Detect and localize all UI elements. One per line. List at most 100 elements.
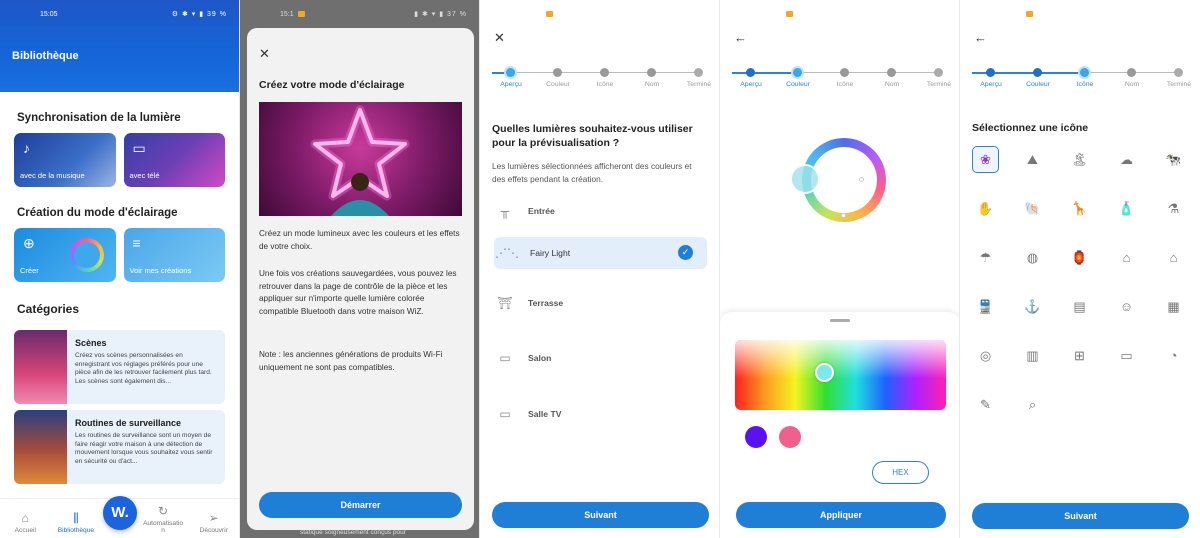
list-icon: ≡ [132,235,141,251]
stepper: Aperçu Couleur Icône Nom Terminé [732,64,951,94]
hex-button[interactable]: HEX [872,461,929,484]
tv-icon: ▭ [132,140,146,156]
intro-modal: ✕ Créez votre mode d'éclairage Créez un … [247,28,474,530]
nav-discover[interactable]: ➢ Découvrir [192,511,236,534]
color-wheel[interactable] [802,138,886,222]
island-icon[interactable]: 🏝 [1071,151,1088,167]
color-ring-icon [69,238,104,272]
step-done: Terminé [687,67,711,88]
train-icon[interactable]: 🚆 [977,298,994,314]
room-terrasse[interactable]: ⛩ Terrasse [492,288,707,318]
step-done: Terminé [927,67,951,88]
fireplace-icon[interactable]: ▦ [1167,298,1180,314]
library-icon: ⫼ [73,511,79,525]
category-card-scenes[interactable]: Scènes Créez vos scènes personnalisées e… [14,330,225,404]
background-text: statique soigneusement conçus pour [300,529,406,536]
field-icon[interactable]: ⊞ [1074,347,1085,363]
category-desc: Les routines de surveillance sont un moy… [75,432,213,465]
status-icons: ▮ ✱ ▾ ▮ 37 % [414,11,467,18]
status-time: 15:1 [280,10,294,18]
close-icon[interactable]: ✕ [494,30,505,45]
compass-icon: ➢ [208,511,219,525]
back-arrow-icon[interactable]: ← [734,30,747,45]
room-salle-tv[interactable]: ▭ Salle TV [492,399,707,429]
stepper: Aperçu Couleur Icône Nom Terminé [972,64,1191,94]
categories-title: Catégories [17,302,80,316]
cow-icon[interactable]: 🐄 [1165,151,1182,167]
shell-icon[interactable]: 🐚 [1024,200,1041,216]
hand-drop-icon[interactable]: ☂ [979,249,992,265]
ghost-icon[interactable]: ☺ [1119,299,1134,314]
room-salon[interactable]: ▭ Salon [492,343,707,373]
lab-icon[interactable]: ⚗ [1167,200,1180,216]
diver-icon[interactable]: ⚓ [1024,298,1041,314]
my-creations-label: Voir mes créations [129,266,192,275]
sign-icon[interactable]: ⌂ [1122,250,1131,265]
status-time: 15:05 [40,10,58,18]
spectrum-handle[interactable] [815,363,834,382]
color-screen: ← Aperçu Couleur Icône Nom Terminé HEX A… [720,0,960,538]
bottle-icon[interactable]: 🧴 [1118,200,1135,216]
step-preview: Aperçu [980,67,1002,88]
category-title: Routines de surveillance [75,418,182,428]
create-label: Créer [20,266,39,275]
hand-icon[interactable]: ✋ [977,200,994,216]
modal-paragraph-2: Une fois vos créations sauvegardées, vou… [259,269,457,316]
house-icon[interactable]: ⌂ [1169,250,1178,265]
color-spectrum[interactable] [735,340,946,410]
notification-icon [546,11,553,17]
step-name: Nom [885,67,899,88]
wheel-color-point[interactable] [859,177,864,182]
check-icon: ✓ [678,245,693,260]
tv-icon[interactable]: ▭ [1120,347,1133,363]
palette-icon[interactable]: ❀ [972,146,999,173]
step-icon: Icône [837,67,853,88]
music-note-icon: ♪ [23,140,30,156]
create-card[interactable]: ⊕ Créer [14,228,116,282]
library-header: 15:05 ⚙ ✱ ▾ ▮ 39 % Bibliothèque [0,0,239,92]
color-swatch-pink[interactable] [779,426,801,448]
door-icon[interactable]: ▤ [1073,298,1086,314]
brush-icon[interactable]: ✎ [980,396,991,412]
my-creations-card[interactable]: ≡ Voir mes créations [123,228,225,282]
page-title: Bibliothèque [12,50,79,62]
nav-automation[interactable]: ↻ Automatisatio n [141,504,185,534]
candy-icon[interactable]: ◔ [1169,348,1178,363]
music-sync-card[interactable]: ♪ avec de la musique [14,133,116,187]
tv-sync-card[interactable]: ▭ avec télé [123,133,225,187]
nav-home[interactable]: ⌂ Accueil [3,511,47,534]
balloon-icon[interactable]: ◎ [979,347,992,363]
step-preview: Aperçu [740,67,762,88]
mountains-icon[interactable]: ⛰ [1027,151,1038,167]
sheet-grabber[interactable] [830,319,850,322]
room-entree[interactable]: ╥ Entrée [492,196,707,226]
neon-star-image [259,102,462,216]
category-card-routines[interactable]: Routines de surveillance Les routines de… [14,410,225,484]
modal-paragraph-3: Note : les anciennes générations de prod… [259,350,443,372]
color-picker-sheet: HEX Appliquer [720,312,959,538]
search-icon[interactable]: ⌕ [1028,396,1037,412]
start-button[interactable]: Démarrer [259,492,462,518]
library-screen: 15:05 ⚙ ✱ ▾ ▮ 39 % Bibliothèque Synchron… [0,0,240,538]
close-icon[interactable]: ✕ [259,46,270,61]
next-button[interactable]: Suivant [972,503,1189,529]
apply-button[interactable]: Appliquer [736,502,946,528]
color-swatch-purple[interactable] [745,426,767,448]
globe-icon[interactable]: ◍ [1026,249,1039,265]
wheel-selector-handle[interactable] [790,164,820,194]
room-fairy-light[interactable]: ⋰⋱ Fairy Light ✓ [494,237,707,269]
wiz-button[interactable]: W. [103,496,137,530]
back-arrow-icon[interactable]: ← [974,30,987,45]
step-done: Terminé [1167,67,1191,88]
sync-section-title: Synchronisation de la lumière [17,112,181,124]
giraffe-icon[interactable]: 🦒 [1071,200,1088,216]
music-sync-label: avec de la musique [20,171,85,180]
pool-icon[interactable]: ▥ [1026,347,1039,363]
rain-icon[interactable]: ☁ [1120,151,1133,167]
lantern-icon[interactable]: 🏮 [1071,249,1088,265]
tv-icon: ▭ [499,407,511,421]
next-button[interactable]: Suivant [492,502,709,528]
wheel-color-point[interactable] [841,213,846,218]
icon-screen: ← Aperçu Couleur Icône Nom Terminé Sélec… [960,0,1200,538]
nav-library[interactable]: ⫼ Bibliothèque [54,511,98,534]
